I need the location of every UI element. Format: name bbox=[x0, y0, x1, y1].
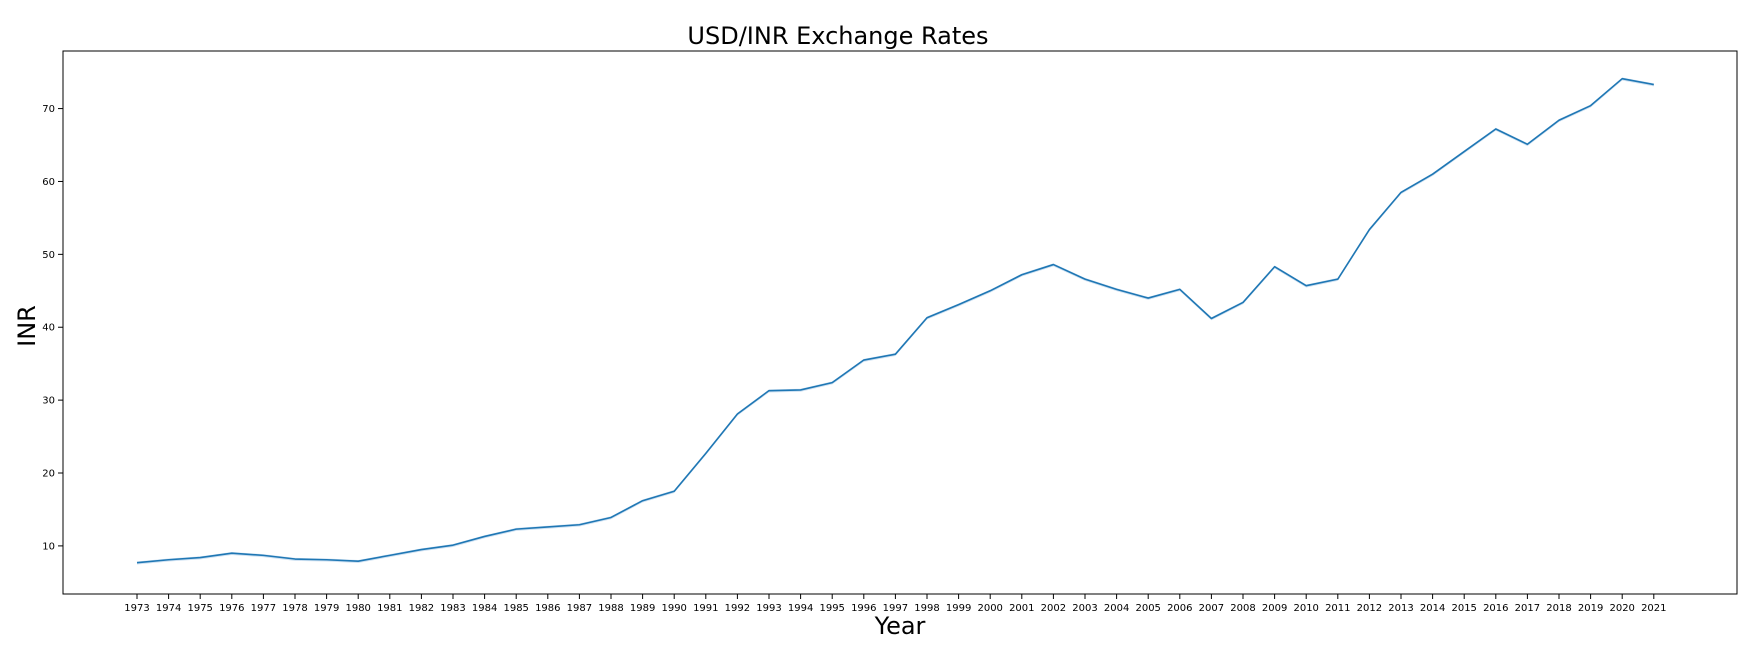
plot-area: 10 20 30 40 50 60 70 1973 1974 1975 1976 1977 1978 19… bbox=[42, 50, 1738, 614]
x-tick-label: 1986 bbox=[535, 603, 560, 614]
x-tick-label: 1990 bbox=[661, 603, 686, 614]
x-tick-label: 2021 bbox=[1641, 603, 1666, 614]
series-band bbox=[137, 77, 1654, 565]
series-line bbox=[136, 77, 1654, 564]
x-tick-label: 1999 bbox=[946, 603, 971, 614]
y-tick-label: 70 bbox=[42, 104, 55, 115]
x-tick-label: 1976 bbox=[219, 603, 244, 614]
x-tick-label: 1977 bbox=[251, 603, 276, 614]
x-tick-label: 1980 bbox=[345, 603, 370, 614]
x-tick-label: 2008 bbox=[1230, 603, 1255, 614]
x-tick-label: 1988 bbox=[598, 603, 623, 614]
chart-title: USD/INR Exchange Rates bbox=[687, 22, 988, 50]
x-tick-label: 1974 bbox=[156, 603, 181, 614]
x-tick-label: 1982 bbox=[409, 603, 434, 614]
x-tick-label: 2006 bbox=[1167, 603, 1192, 614]
x-tick-label: 2000 bbox=[977, 603, 1002, 614]
x-tick-label: 2001 bbox=[1009, 603, 1034, 614]
y-tick-label: 30 bbox=[42, 396, 55, 407]
x-tick-label: 2007 bbox=[1199, 603, 1224, 614]
y-tick-label: 60 bbox=[42, 177, 55, 188]
x-tick-label: 1984 bbox=[472, 603, 497, 614]
x-tick-label: 1989 bbox=[630, 603, 655, 614]
x-tick-label: 1992 bbox=[725, 603, 750, 614]
y-tick-label: 40 bbox=[42, 323, 55, 334]
x-tick-label: 1983 bbox=[440, 603, 465, 614]
y-tick-label: 20 bbox=[42, 469, 55, 480]
x-tick-label: 2014 bbox=[1420, 603, 1445, 614]
x-tick-label: 1975 bbox=[187, 603, 212, 614]
x-tick-label: 2016 bbox=[1483, 603, 1508, 614]
x-tick-label: 2018 bbox=[1546, 603, 1571, 614]
x-tick-label: 1991 bbox=[693, 603, 718, 614]
x-tick-label: 1996 bbox=[851, 603, 876, 614]
x-axis-label: Year bbox=[874, 612, 926, 640]
x-tick-label: 2003 bbox=[1072, 603, 1097, 614]
x-tick-label: 1994 bbox=[788, 603, 813, 614]
x-tick-label: 1979 bbox=[314, 603, 339, 614]
x-tick-label: 2004 bbox=[1104, 603, 1129, 614]
x-tick-label: 2009 bbox=[1262, 603, 1287, 614]
x-tick-label: 1985 bbox=[503, 603, 528, 614]
x-tick-label: 1995 bbox=[819, 603, 844, 614]
x-tick-label: 2017 bbox=[1515, 603, 1540, 614]
x-tick-label: 1981 bbox=[377, 603, 402, 614]
x-tick-label: 2012 bbox=[1357, 603, 1382, 614]
x-tick-label: 2020 bbox=[1609, 603, 1634, 614]
plot-frame bbox=[62, 50, 1738, 595]
x-tick-label: 1987 bbox=[567, 603, 592, 614]
x-tick-label: 2002 bbox=[1041, 603, 1066, 614]
y-tick-label: 10 bbox=[42, 541, 55, 552]
x-tick-label: 1978 bbox=[282, 603, 307, 614]
y-tick-label: 50 bbox=[42, 250, 55, 261]
x-tick-label: 1998 bbox=[914, 603, 939, 614]
x-tick-label: 2019 bbox=[1578, 603, 1603, 614]
x-tick-label: 1997 bbox=[883, 603, 908, 614]
x-tick-label: 2013 bbox=[1388, 603, 1413, 614]
x-tick-label: 2015 bbox=[1451, 603, 1476, 614]
x-tick-label: 2011 bbox=[1325, 603, 1350, 614]
y-axis-label: INR bbox=[13, 305, 41, 347]
x-tick-label: 2010 bbox=[1293, 603, 1318, 614]
x-tick-label: 1993 bbox=[756, 603, 781, 614]
x-tick-label: 1973 bbox=[124, 603, 149, 614]
x-tick-label: 2005 bbox=[1135, 603, 1160, 614]
